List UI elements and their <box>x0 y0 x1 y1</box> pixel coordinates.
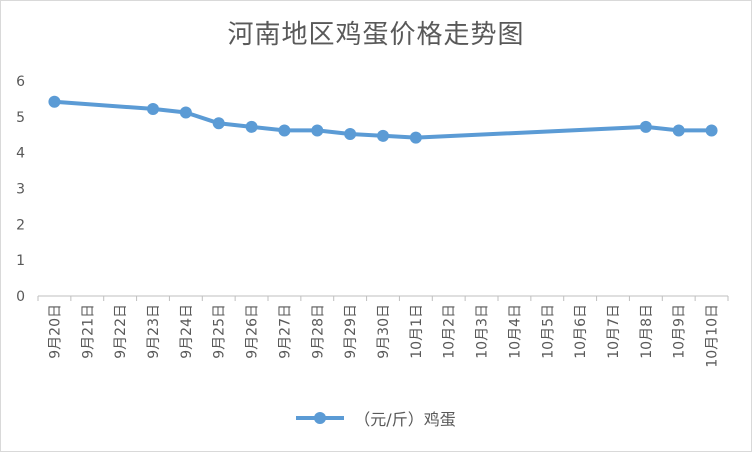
data-point <box>377 129 389 142</box>
data-point <box>147 102 159 115</box>
x-tick-label: 10月3日 <box>475 304 491 359</box>
y-tick-label: 5 <box>16 110 25 126</box>
x-tick-label: 10月4日 <box>507 304 523 359</box>
x-tick-label: 9月20日 <box>47 304 63 359</box>
x-tick-label: 10月9日 <box>672 304 688 359</box>
data-point <box>179 106 192 119</box>
x-tick-label: 9月21日 <box>80 304 96 359</box>
x-tick-label: 9月22日 <box>113 304 129 359</box>
data-point <box>245 120 258 133</box>
y-tick-label: 3 <box>16 182 25 198</box>
data-point <box>705 124 718 137</box>
series <box>48 95 718 144</box>
x-tick-label: 10月7日 <box>606 304 622 359</box>
x-tick-label: 9月25日 <box>212 304 228 359</box>
data-point <box>48 95 61 108</box>
tick-labels: 0 1 2 3 4 5 6 9月20日 9月21日 9月22日 9月23日 9月24日 9月25日 9月2… <box>16 74 720 368</box>
data-point <box>212 117 225 130</box>
legend-swatch <box>296 410 345 426</box>
data-point <box>672 124 685 137</box>
data-point <box>639 120 652 133</box>
x-tick-label: 9月29日 <box>343 304 359 359</box>
y-tick-label: 0 <box>16 289 25 305</box>
y-tick-label: 2 <box>16 217 25 233</box>
x-tick-label: 9月23日 <box>146 304 162 359</box>
x-tick-label: 10月2日 <box>442 304 458 359</box>
data-point <box>311 124 324 137</box>
data-point <box>278 124 291 137</box>
x-tick-label: 10月10日 <box>705 304 721 368</box>
x-tick-label: 9月26日 <box>245 304 261 359</box>
x-tick-label: 9月28日 <box>310 304 326 359</box>
axes <box>37 295 729 301</box>
y-tick-label: 6 <box>16 74 25 90</box>
x-tick-label: 9月30日 <box>376 304 392 359</box>
x-tick-label: 10月6日 <box>573 304 589 359</box>
x-tick-label: 10月8日 <box>639 304 655 359</box>
legend: （元/斤）鸡蛋 <box>0 406 752 430</box>
y-tick-label: 1 <box>16 253 25 269</box>
data-point <box>409 131 422 144</box>
x-tick-label: 10月1日 <box>409 304 425 359</box>
legend-label: （元/斤）鸡蛋 <box>354 410 456 429</box>
chart-title: 河南地区鸡蛋价格走势图 <box>227 20 525 50</box>
x-tick-label: 10月5日 <box>540 304 556 359</box>
x-tick-label: 9月24日 <box>179 304 195 359</box>
data-point <box>344 128 357 141</box>
x-tick-label: 9月27日 <box>277 304 293 359</box>
y-tick-label: 4 <box>16 146 25 162</box>
